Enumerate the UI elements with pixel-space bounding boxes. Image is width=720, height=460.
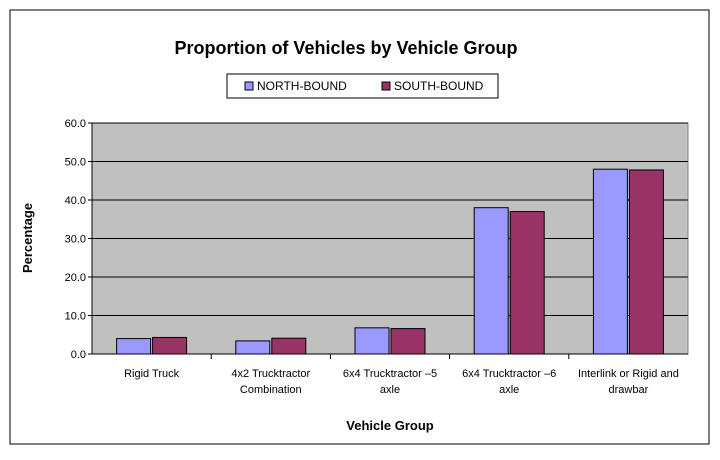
bar-north-bound [473, 207, 509, 355]
bar-south-bound [628, 169, 664, 355]
y-axis-title: Percentage [20, 203, 35, 273]
bar-south-bound [509, 211, 545, 355]
x-category-label: 6x4 Trucktractor –6 [462, 368, 556, 380]
legend-label-south-bound: SOUTH-BOUND [394, 79, 484, 93]
legend-swatch-south-bound [381, 81, 391, 91]
x-category-label: Interlink or Rigid and [578, 368, 679, 380]
gridlines [92, 122, 688, 316]
bar-south-bound [152, 336, 188, 355]
x-category-label: Combination [240, 384, 302, 396]
chart-title: Proportion of Vehicles by Vehicle Group [174, 38, 517, 58]
x-category-label: axle [499, 384, 519, 396]
bar-south-bound [271, 337, 307, 355]
y-tick-label: 60.0 [65, 118, 86, 130]
legend-swatch-north-bound [244, 81, 254, 91]
y-tick-label: 40.0 [65, 195, 86, 207]
x-category-label: Rigid Truck [124, 368, 180, 380]
bar-north-bound [592, 168, 628, 355]
x-category-label: 4x2 Trucktractor [231, 368, 310, 380]
y-tick-label: 50.0 [65, 157, 86, 169]
y-tick-label: 20.0 [65, 272, 86, 284]
bar-north-bound [235, 340, 271, 355]
legend-box [226, 73, 499, 99]
x-category-label: drawbar [609, 384, 649, 396]
bar-north-bound [116, 338, 152, 355]
legend: NORTH-BOUND SOUTH-BOUND [226, 73, 499, 99]
bar-north-bound [354, 327, 390, 355]
bar-south-bound [390, 328, 426, 355]
y-tick-label: 0.0 [71, 349, 86, 361]
x-category-label: 6x4 Trucktractor –5 [343, 368, 437, 380]
legend-label-north-bound: NORTH-BOUND [257, 79, 347, 93]
category-labels: Rigid Truck 4x2 Trucktractor Combination 6x… [124, 354, 679, 396]
y-tick-label: 10.0 [65, 311, 86, 323]
y-tick-label: 30.0 [65, 234, 86, 246]
bars [116, 168, 664, 355]
x-axis-title: Vehicle Group [346, 418, 433, 433]
y-axis-ticks: 0.0 10.0 20.0 30.0 40.0 50.0 60.0 [65, 118, 92, 361]
x-category-label: axle [380, 384, 400, 396]
